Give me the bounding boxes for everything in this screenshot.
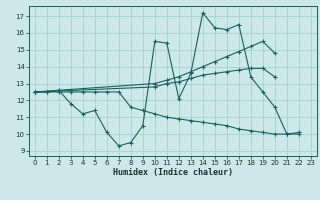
X-axis label: Humidex (Indice chaleur): Humidex (Indice chaleur)	[113, 168, 233, 177]
